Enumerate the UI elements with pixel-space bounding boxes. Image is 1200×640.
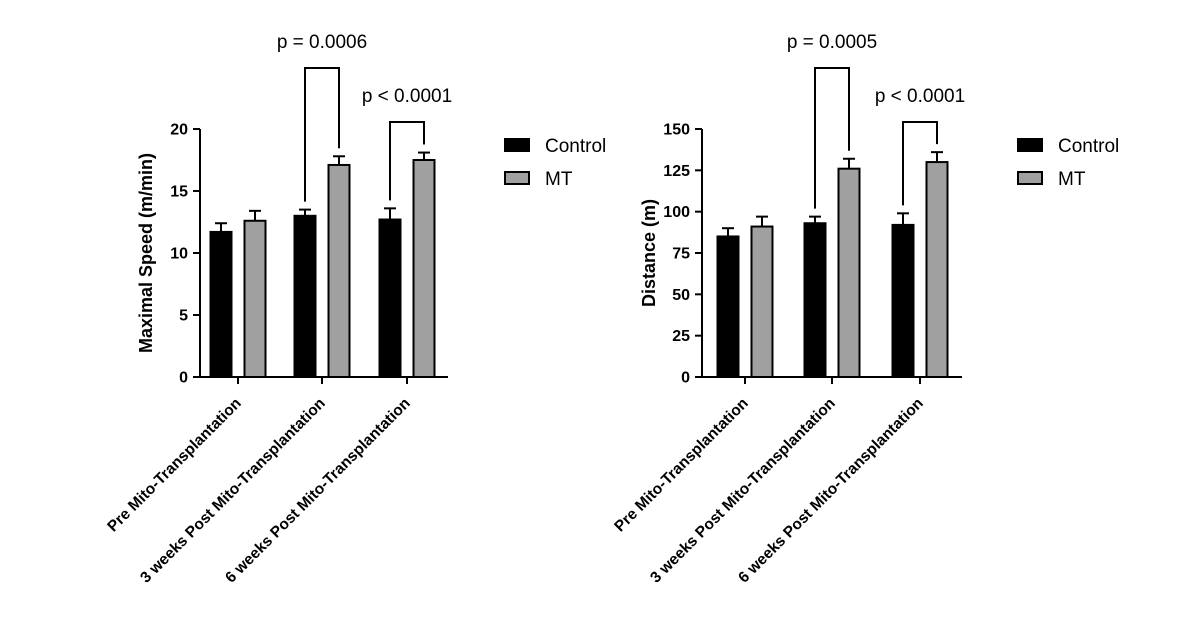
legend-swatch-control bbox=[504, 138, 530, 152]
bar-control bbox=[209, 230, 233, 378]
y-tick-label: 15 bbox=[170, 184, 188, 201]
y-tick-label: 50 bbox=[672, 287, 690, 304]
y-tick-label: 20 bbox=[170, 122, 188, 139]
bar-control bbox=[378, 218, 402, 378]
bar-mt bbox=[750, 225, 774, 378]
chart-1: 0 5 10 15 20 Maximal Speed (m/min) Pre Mito-Tr… bbox=[104, 32, 606, 586]
bar-control bbox=[716, 235, 740, 378]
y-tick-label: 75 bbox=[672, 246, 690, 263]
y-tick-label: 5 bbox=[179, 308, 188, 325]
bar-control bbox=[803, 222, 827, 378]
bar-control bbox=[891, 223, 915, 378]
x-tick-label: 3 weeks Post Mito-Transplantation bbox=[137, 395, 329, 587]
p-value-label: p = 0.0006 bbox=[277, 32, 367, 53]
y-tick-label: 150 bbox=[663, 122, 690, 139]
bar-control bbox=[293, 214, 317, 378]
bar-mt bbox=[925, 161, 949, 378]
legend-swatch-mt bbox=[1017, 171, 1043, 185]
x-tick-label: 3 weeks Post Mito-Transplantation bbox=[647, 395, 839, 587]
y-axis-label: Maximal Speed (m/min) bbox=[136, 153, 156, 353]
y-tick-label: 125 bbox=[663, 163, 690, 180]
significance-bracket bbox=[389, 121, 425, 201]
y-axis-label: Distance (m) bbox=[639, 199, 659, 307]
x-tick-label: Pre Mito-Transplantation bbox=[104, 395, 245, 536]
bar-mt bbox=[327, 163, 351, 378]
p-value-label: p < 0.0001 bbox=[875, 86, 965, 107]
significance-bracket bbox=[902, 121, 938, 206]
p-value-label: p < 0.0001 bbox=[362, 86, 452, 107]
legend-swatch-mt bbox=[504, 171, 530, 185]
bar-mt bbox=[243, 219, 267, 378]
bar-mt bbox=[412, 159, 436, 378]
legend-label-control: Control bbox=[1058, 136, 1119, 157]
significance-bracket bbox=[814, 67, 850, 209]
bar-mt bbox=[837, 167, 861, 378]
x-tick-label: 6 weeks Post Mito-Transplantation bbox=[735, 395, 927, 587]
legend-label-mt: MT bbox=[1058, 169, 1086, 190]
y-tick-label: 0 bbox=[681, 370, 690, 387]
p-value-label: p = 0.0005 bbox=[787, 32, 877, 53]
y-tick-label: 0 bbox=[179, 370, 188, 387]
y-tick-label: 25 bbox=[672, 328, 690, 345]
legend-label-mt: MT bbox=[545, 169, 573, 190]
legend-swatch-control bbox=[1017, 138, 1043, 152]
y-tick-label: 10 bbox=[170, 246, 188, 263]
legend-label-control: Control bbox=[545, 136, 606, 157]
significance-bracket bbox=[304, 67, 340, 202]
x-tick-label: 6 weeks Post Mito-Transplantation bbox=[222, 395, 414, 587]
y-tick-label: 100 bbox=[663, 204, 690, 221]
